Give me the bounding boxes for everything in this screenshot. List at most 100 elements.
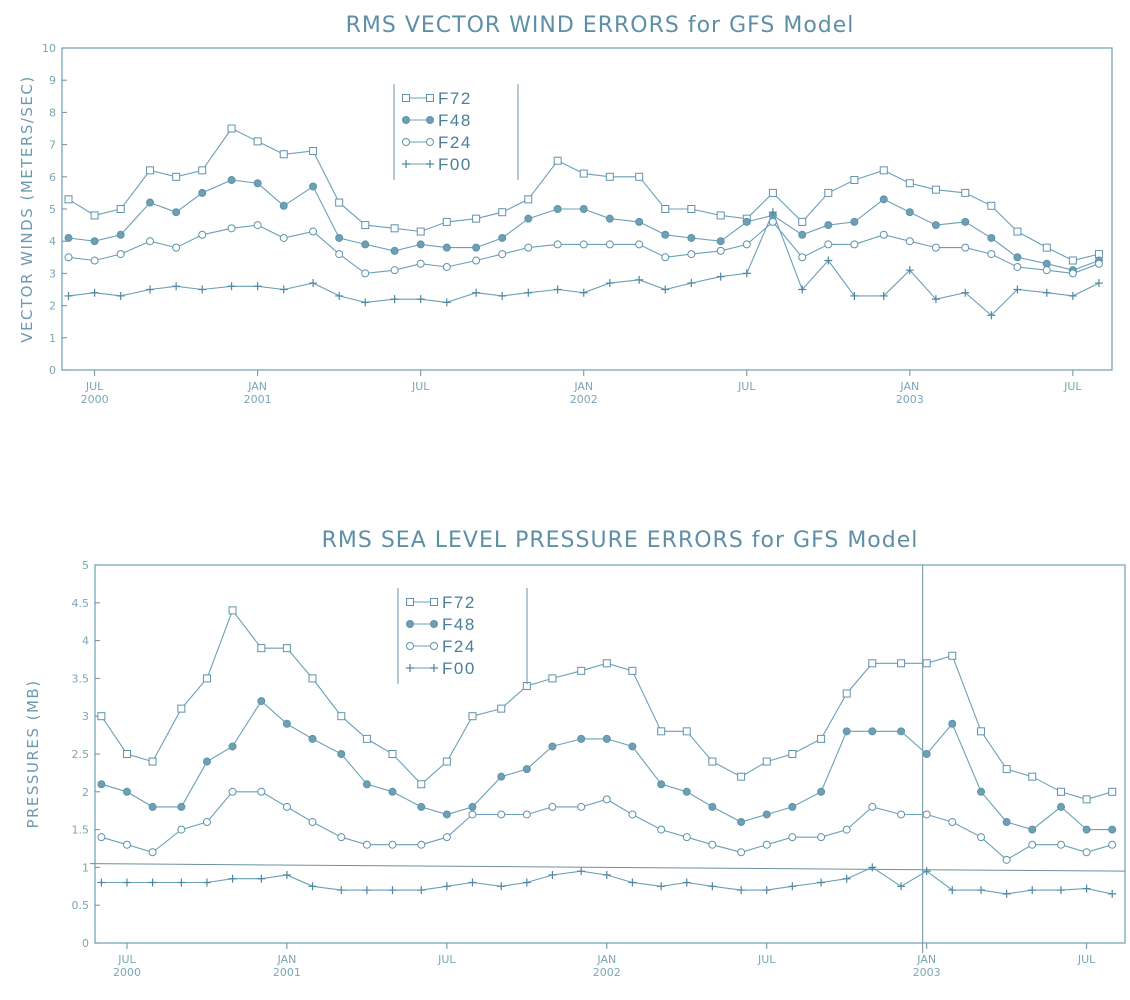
data-point-F72	[788, 750, 797, 758]
data-point-F00	[524, 288, 533, 297]
data-point-F72	[716, 211, 725, 220]
data-point-F72	[361, 221, 370, 230]
x-tick-label: 2002	[593, 966, 621, 979]
legend-label-F24: F24	[442, 637, 476, 656]
data-point-F48	[548, 742, 557, 751]
data-point-F00	[628, 878, 637, 887]
data-point-F00	[148, 878, 157, 887]
reference-line	[89, 863, 1126, 872]
data-point-F48	[257, 697, 266, 706]
data-point-F48	[390, 246, 399, 255]
data-point-F48	[279, 201, 288, 210]
data-point-F24	[282, 802, 291, 811]
data-point-F00	[635, 275, 644, 284]
y-tick-label: 2	[82, 786, 89, 799]
data-point-F00	[842, 874, 851, 883]
legend: F72 F48 F24 F00	[393, 84, 519, 180]
y-tick-label: 5	[82, 559, 89, 572]
data-point-F24	[308, 818, 317, 827]
data-point-F72	[579, 169, 588, 178]
legend-marker-F48	[402, 116, 410, 124]
data-point-F24	[798, 253, 807, 262]
data-point-F72	[146, 166, 155, 175]
data-point-F72	[116, 205, 125, 213]
data-point-F00	[1082, 884, 1091, 893]
data-point-F48	[948, 719, 957, 728]
data-point-F48	[417, 802, 426, 811]
data-point-F48	[177, 802, 186, 811]
data-point-F24	[416, 259, 425, 268]
legend-label-F48: F48	[438, 111, 472, 130]
data-point-F24	[879, 230, 888, 239]
plot-frame	[94, 564, 1126, 944]
data-point-F24	[817, 833, 826, 842]
data-point-F24	[628, 810, 637, 819]
data-point-F00	[948, 886, 957, 895]
data-point-F48	[146, 198, 155, 207]
data-point-F00	[257, 874, 266, 883]
data-point-F24	[148, 848, 157, 857]
data-point-F72	[228, 606, 237, 615]
data-point-F72	[90, 211, 99, 220]
data-point-F24	[961, 243, 970, 252]
legend-marker-F24	[430, 642, 438, 650]
data-point-F00	[737, 886, 746, 895]
data-point-F00	[468, 878, 477, 887]
legend-marker-F24	[406, 642, 414, 650]
chart-title: RMS VECTOR WIND ERRORS for GFS Model	[346, 13, 855, 38]
y-tick-label: 1	[82, 861, 89, 874]
data-point-F48	[1108, 825, 1117, 834]
data-point-F24	[905, 237, 914, 246]
data-point-F00	[172, 282, 181, 291]
series-F00	[64, 208, 1103, 320]
data-point-F48	[337, 750, 346, 758]
data-point-F48	[309, 182, 318, 191]
x-tick-label: JUL	[437, 953, 456, 966]
data-point-F24	[1108, 840, 1117, 849]
data-point-F72	[388, 750, 397, 758]
data-point-F00	[202, 878, 211, 887]
series-line-F00	[68, 210, 1100, 317]
data-point-F24	[1042, 266, 1051, 275]
y-tick-label: 9	[49, 74, 56, 87]
data-point-F00	[335, 291, 344, 300]
legend-label-F00: F00	[442, 659, 476, 678]
data-point-F24	[1057, 840, 1066, 849]
data-point-F24	[522, 810, 531, 819]
data-point-F72	[657, 727, 666, 736]
data-point-F72	[468, 712, 477, 721]
data-point-F24	[897, 810, 906, 819]
data-point-F00	[961, 288, 970, 297]
data-point-F72	[682, 727, 691, 736]
y-tick-label: 2	[49, 300, 56, 313]
data-point-F00	[579, 288, 588, 297]
data-point-F00	[1108, 889, 1117, 898]
y-tick-label: 3	[82, 710, 89, 723]
data-point-F72	[337, 712, 346, 721]
data-point-F72	[879, 166, 888, 175]
data-point-F24	[1082, 848, 1091, 857]
data-point-F48	[202, 757, 211, 766]
data-point-F72	[661, 205, 670, 213]
data-point-F00	[416, 295, 425, 304]
data-point-F72	[472, 214, 481, 223]
data-point-F72	[798, 217, 807, 226]
data-point-F00	[687, 279, 696, 288]
data-point-F24	[868, 802, 877, 811]
data-point-F48	[198, 188, 207, 197]
data-point-F48	[335, 233, 344, 242]
data-point-F72	[897, 659, 906, 668]
data-point-F24	[1028, 840, 1037, 849]
data-point-F24	[577, 802, 586, 811]
x-tick-label: JAN	[277, 953, 297, 966]
data-point-F24	[708, 840, 717, 849]
data-point-F00	[788, 882, 797, 891]
y-tick-label: 4	[49, 235, 56, 248]
data-point-F72	[442, 757, 451, 766]
series-F24	[64, 217, 1103, 278]
legend-marker-F00	[426, 160, 434, 168]
data-point-F00	[897, 882, 906, 891]
data-point-F48	[931, 221, 940, 230]
data-point-F00	[279, 285, 288, 294]
data-point-F24	[64, 253, 73, 262]
